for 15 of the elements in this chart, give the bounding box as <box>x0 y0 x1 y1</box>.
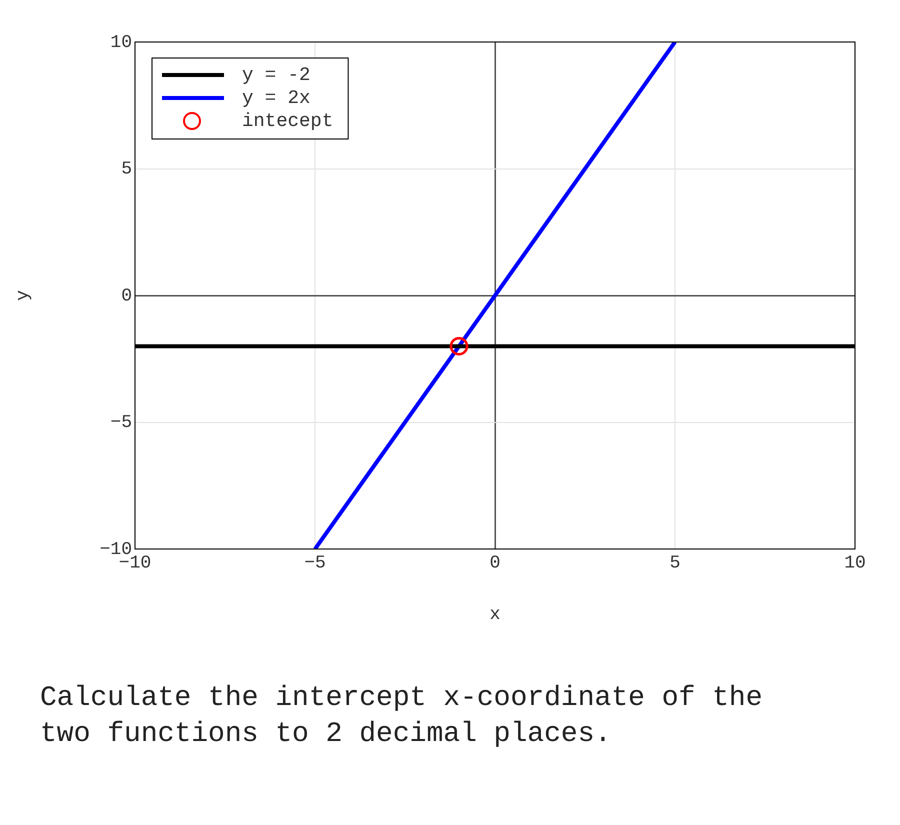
x-tick-label: 5 <box>670 554 680 574</box>
legend-label: y = 2x <box>242 87 310 110</box>
x-tick-label: 10 <box>844 554 866 574</box>
y-tick-label: 5 <box>121 160 132 180</box>
x-tick-label: 0 <box>490 554 500 574</box>
text: Calculate the intercept x-coordinate of the two functions to 2 decimal places. <box>40 682 764 752</box>
y-tick-label: −5 <box>110 413 132 434</box>
y-tick-label: 0 <box>121 286 132 306</box>
y-tick-label: 10 <box>110 32 132 53</box>
x-axis-title: x <box>490 604 500 625</box>
y-tick-label: −10 <box>100 540 132 560</box>
x-tick-label: −5 <box>304 554 326 574</box>
y-axis-title: y <box>14 290 34 301</box>
legend-label: intecept <box>242 110 334 132</box>
legend-label: y = -2 <box>242 64 310 86</box>
